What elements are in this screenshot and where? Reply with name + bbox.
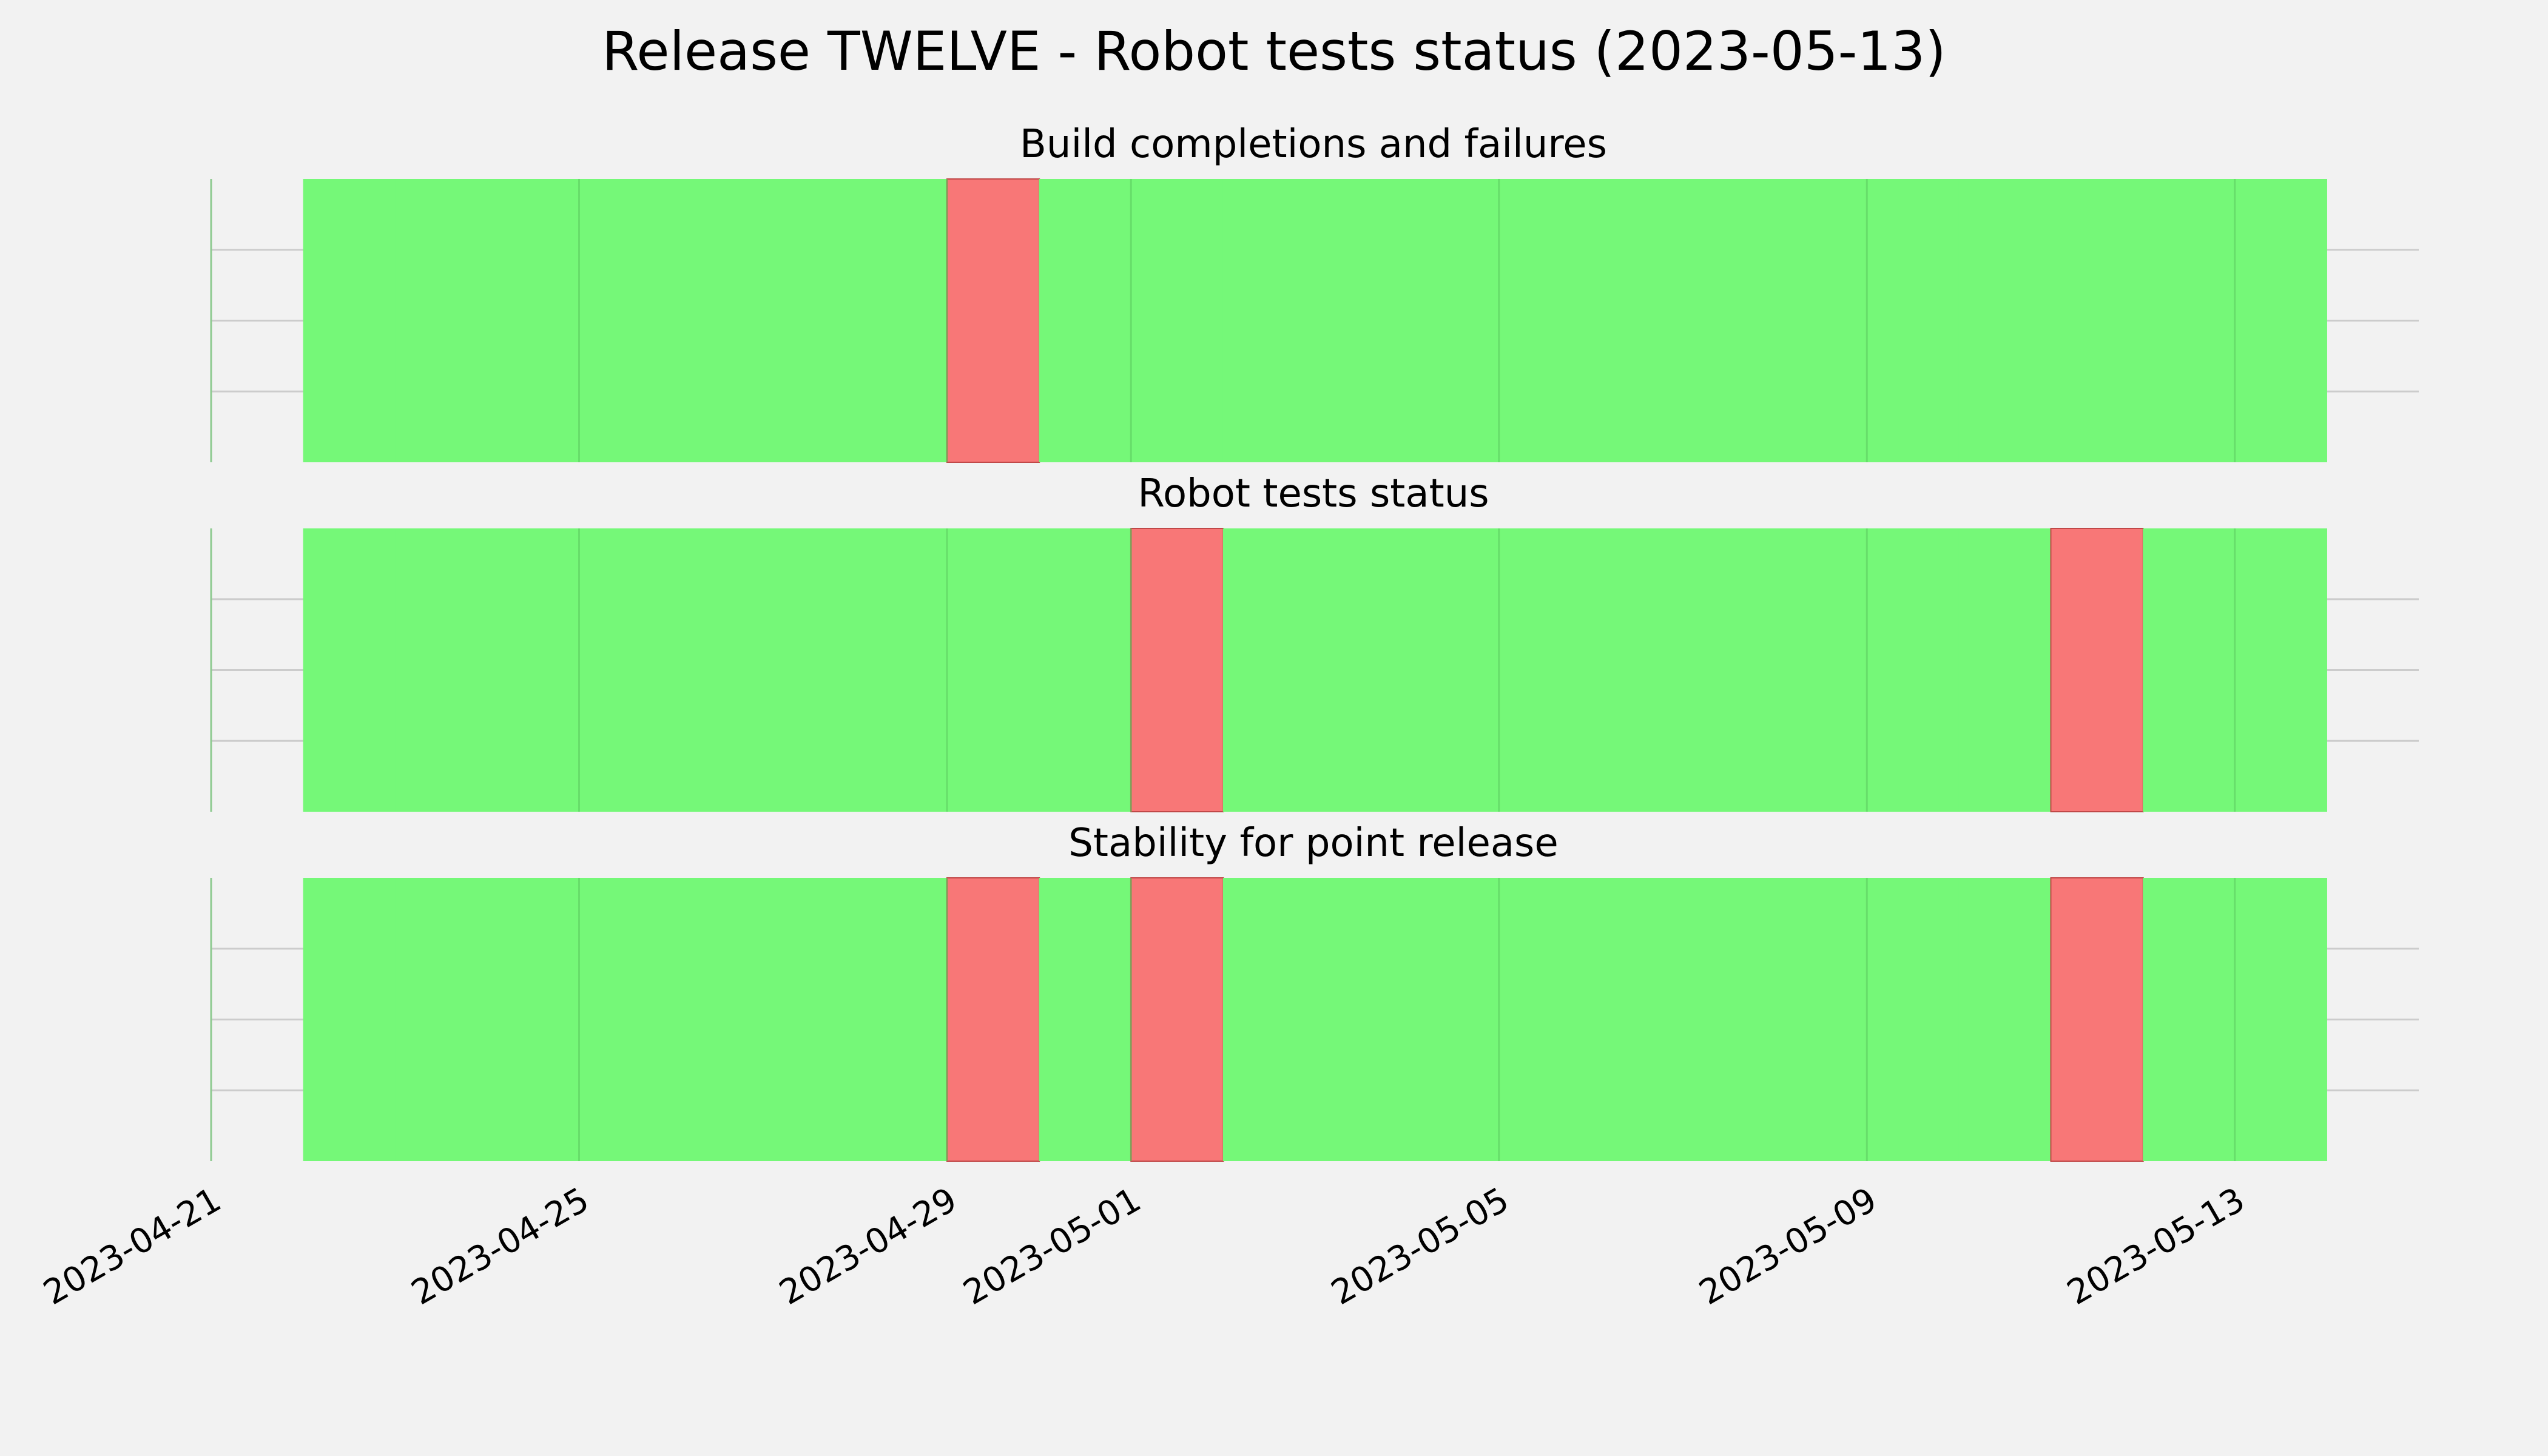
pass-day-bar	[1039, 179, 1131, 462]
pass-day-bar	[1867, 179, 1960, 462]
pass-day-bar	[855, 179, 948, 462]
pass-day-bar	[303, 528, 396, 812]
pass-day-bar	[303, 179, 396, 462]
pass-day-bar	[1315, 179, 1407, 462]
pass-day-bar	[1407, 878, 1500, 1161]
pass-day-bar	[1407, 528, 1500, 812]
pass-day-bar	[2143, 528, 2236, 812]
pass-day-bar	[1774, 528, 1867, 812]
pass-day-bar	[579, 878, 672, 1161]
pass-day-bar	[1498, 878, 1591, 1161]
pass-day-bar	[763, 878, 855, 1161]
panels: Build completions and failures Robot test…	[210, 122, 2419, 1162]
pass-day-bar	[763, 528, 855, 812]
pass-day-bar	[1591, 878, 1684, 1161]
pass-day-bar	[1867, 878, 1960, 1161]
pass-day-bar	[855, 878, 948, 1161]
pass-day-bar	[1222, 528, 1316, 812]
pass-day-bar	[1222, 179, 1316, 462]
panel-title: Build completions and failures	[1020, 122, 1607, 167]
pass-day-bar	[1867, 528, 1960, 812]
pass-day-bar	[671, 528, 764, 812]
pass-day-bar	[671, 878, 764, 1161]
pass-day-bar	[487, 179, 580, 462]
pass-day-bar	[947, 528, 1040, 812]
pass-day-bar	[487, 878, 580, 1161]
panel-2: Robot tests status	[210, 471, 2419, 812]
pass-day-bar	[1958, 179, 2052, 462]
pass-day-bar	[1683, 179, 1776, 462]
fail-day-bar	[946, 178, 1040, 463]
fail-day-bar	[1130, 528, 1224, 812]
pass-day-bar	[1774, 878, 1867, 1161]
fail-day-bar	[946, 877, 1040, 1162]
pass-day-bar	[1315, 528, 1407, 812]
pass-day-bar	[1958, 878, 2052, 1161]
pass-day-bar	[2234, 528, 2327, 812]
chart-title: Release TWELVE - Robot tests status (202…	[602, 20, 1946, 83]
pass-day-bar	[395, 528, 488, 812]
pass-day-bar	[395, 179, 488, 462]
panel-1: Build completions and failures	[210, 122, 2419, 463]
fail-day-bar	[2050, 528, 2144, 812]
pass-day-bar	[1131, 179, 1224, 462]
pass-day-bar	[2234, 878, 2327, 1161]
pass-day-bar	[395, 878, 488, 1161]
pass-day-bar	[487, 528, 580, 812]
pass-day-bar	[1222, 878, 1316, 1161]
pass-day-bar	[1591, 528, 1684, 812]
pass-day-bar	[579, 528, 672, 812]
panel-3: Stability for point release	[210, 821, 2419, 1162]
pass-day-bar	[855, 528, 948, 812]
pass-day-bar	[1591, 179, 1684, 462]
pass-day-bar	[303, 878, 396, 1161]
pass-day-bar	[1683, 878, 1776, 1161]
pass-day-bar	[2143, 179, 2236, 462]
pass-day-bar	[1039, 878, 1131, 1161]
pass-day-bar	[2143, 878, 2236, 1161]
pass-day-bar	[1315, 878, 1407, 1161]
pass-day-bar	[1958, 528, 2052, 812]
pass-day-bar	[1498, 528, 1591, 812]
fail-day-bar	[1130, 877, 1224, 1162]
pass-day-bar	[671, 179, 764, 462]
pass-day-bar	[1683, 528, 1776, 812]
pass-day-bar	[763, 179, 855, 462]
pass-day-bar	[1498, 179, 1591, 462]
fail-day-bar	[2050, 877, 2144, 1162]
pass-day-bar	[2051, 179, 2143, 462]
pass-day-bar	[1407, 179, 1500, 462]
pass-day-bar	[1774, 179, 1867, 462]
panel-title: Stability for point release	[1068, 821, 1559, 866]
pass-day-bar	[579, 179, 672, 462]
panel-title: Robot tests status	[1138, 471, 1489, 516]
pass-day-bar	[1039, 528, 1131, 812]
pass-day-bar	[2234, 179, 2327, 462]
